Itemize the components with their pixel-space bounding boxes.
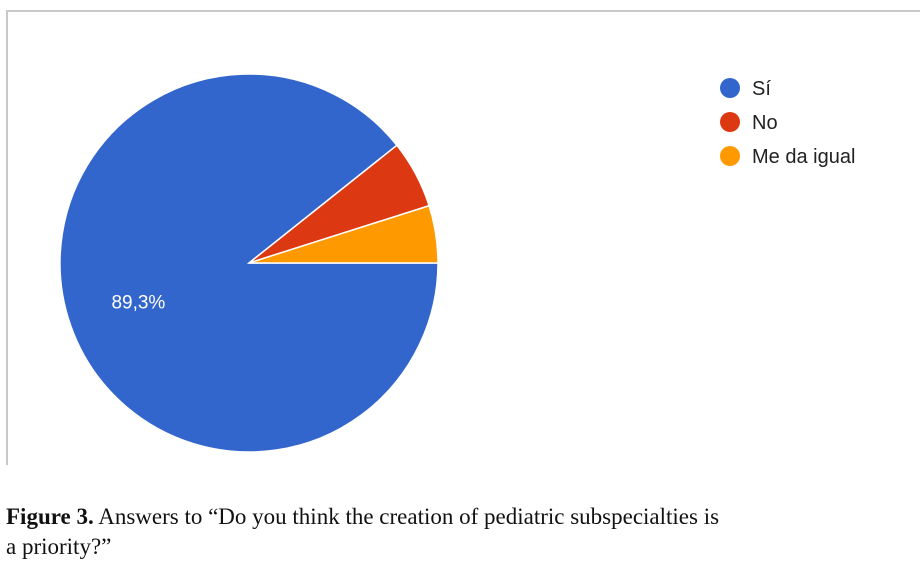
caption-line-1: Figure 3. Answers to “Do you think the c…: [6, 502, 920, 532]
caption-text-1: Answers to “Do you think the creation of…: [93, 504, 720, 529]
legend-marker-si: [720, 78, 740, 98]
legend-marker-me-da-igual: [720, 146, 740, 166]
caption-figure-label: Figure 3.: [6, 504, 94, 529]
pie-chart: 89,3% Sí No Me da igual: [59, 73, 855, 453]
pie-slice-me-da-igual: [248, 204, 439, 264]
legend-label-no: No: [752, 112, 778, 134]
chart-frame: [6, 10, 920, 465]
legend: Sí No Me da igual: [720, 78, 855, 168]
pie-data-labels: 89,3%: [111, 293, 165, 314]
legend-label-si: Sí: [752, 78, 771, 100]
legend-marker-no: [720, 112, 740, 132]
data-label-si: 89,3%: [111, 293, 165, 314]
caption-line-2: a priority?”: [6, 534, 112, 559]
pie-slices: [59, 73, 439, 453]
legend-label-me-da-igual: Me da igual: [752, 146, 855, 168]
figure-caption: Figure 3. Answers to “Do you think the c…: [6, 502, 920, 562]
